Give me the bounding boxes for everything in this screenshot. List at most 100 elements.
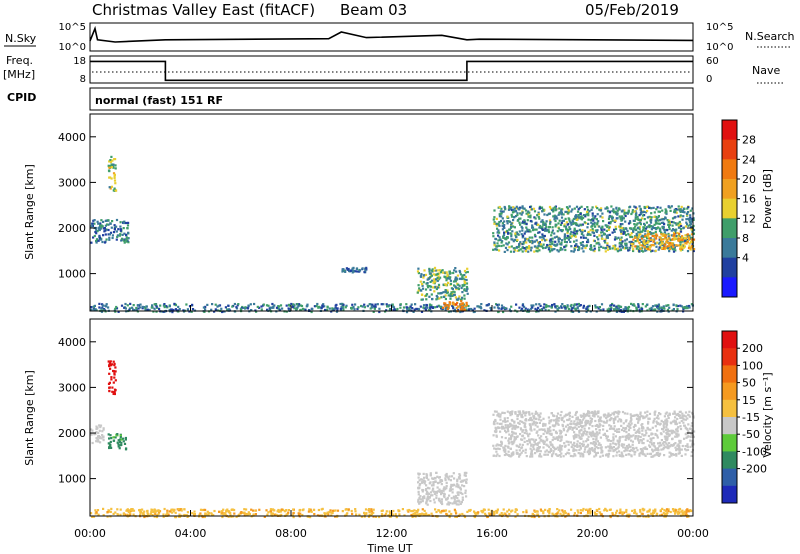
cell-1-14 (114, 379, 117, 382)
cell-6-728 (576, 223, 579, 226)
cell-0-691 (436, 515, 439, 518)
cell-6-903 (594, 225, 597, 228)
cell-6-1260 (572, 250, 575, 253)
cell-6-1228 (570, 210, 573, 213)
cell-6-1035 (658, 229, 662, 233)
cell-3-23 (351, 267, 354, 270)
cell-5-771 (667, 414, 670, 417)
cell-5-1010 (640, 451, 643, 454)
cell-5-194 (543, 428, 546, 431)
cell-4-23 (438, 488, 441, 491)
cell-0-544 (644, 305, 647, 308)
cell-4-103 (446, 275, 449, 278)
cell-0-634 (540, 308, 543, 312)
cell-0-394 (207, 513, 210, 516)
cell-0-283 (641, 512, 644, 515)
cell-0-110 (331, 308, 334, 311)
cell-0-64 (214, 303, 217, 306)
cell-0-523 (96, 509, 100, 512)
cell-0-366 (351, 303, 354, 306)
cell-4-189 (425, 473, 428, 476)
cell-5-79 (545, 432, 548, 435)
cell-2-28 (96, 436, 99, 439)
cell-2-116 (110, 226, 113, 229)
cell-5-371 (586, 414, 589, 417)
cell-6-1321 (541, 219, 544, 222)
cell-6-50 (540, 220, 543, 223)
cell-6-1265 (647, 225, 650, 228)
cell-6-1198 (529, 214, 532, 217)
cell-6-1097 (616, 209, 619, 212)
cell-0-376 (686, 307, 689, 310)
cell-5-1169 (590, 448, 593, 451)
cell-6-927 (637, 218, 640, 221)
cell-7-16 (663, 243, 666, 246)
cell-4-11 (422, 276, 425, 279)
cell-5-335 (607, 452, 611, 455)
cell-5-348 (590, 417, 594, 421)
cell-6-974 (574, 245, 577, 249)
cell-6-736 (620, 236, 623, 239)
cell-6-296 (627, 232, 630, 236)
cell-5-642 (537, 434, 540, 437)
cell-0-614 (538, 515, 541, 518)
cell-6-459 (668, 222, 671, 225)
cell-5-668 (524, 428, 527, 431)
cell-0-361 (639, 510, 642, 513)
cell-5-410 (680, 448, 683, 451)
cell-5-708 (532, 415, 535, 418)
cell-4-12 (437, 292, 440, 295)
cell-0-614 (114, 307, 117, 310)
cell-0-236 (351, 306, 354, 309)
cell-6-1103 (684, 234, 687, 237)
cell-6-967 (684, 225, 687, 228)
cell-6-1053 (575, 214, 578, 217)
cell-6-1029 (657, 219, 660, 222)
cell-5-281 (575, 449, 578, 452)
cell-5-431 (617, 446, 620, 449)
cell-6-1072 (558, 211, 561, 214)
cell-5-829 (514, 426, 517, 429)
cell-0-209 (124, 302, 127, 306)
cell-7-43 (639, 247, 642, 250)
cell-6-1277 (570, 250, 573, 253)
cell-0-225 (360, 304, 363, 308)
cell-5-627 (534, 410, 538, 413)
cell-4-96 (440, 489, 443, 492)
cell-0-484 (615, 511, 618, 514)
cell-4-5 (441, 269, 444, 272)
cell-5-608 (536, 442, 540, 445)
cell-0-232 (299, 512, 302, 515)
cell-0-361 (172, 308, 175, 312)
cell-5-895 (639, 448, 642, 451)
cell-4-165 (443, 496, 446, 499)
cell-1-14 (115, 189, 118, 192)
cell-5-805 (514, 427, 517, 430)
cell-6-1304 (551, 242, 554, 246)
cell-6-1318 (569, 232, 572, 236)
cell-5-395 (688, 410, 691, 413)
cell-6-1085 (681, 218, 684, 221)
cell-6-634 (532, 229, 535, 232)
cell-0-8 (322, 303, 325, 306)
cell-5-156 (526, 440, 529, 443)
cell-5-720 (500, 422, 503, 425)
cell-4-155 (461, 275, 464, 278)
cell-6-106 (578, 206, 581, 209)
cell-0-446 (210, 513, 214, 516)
cell-0-28 (548, 305, 551, 308)
cell-6-1287 (620, 215, 623, 218)
cell-6-1039 (565, 221, 568, 224)
cell-5-193 (676, 447, 679, 451)
cell-2-6 (105, 238, 108, 241)
cell-5-1180 (652, 436, 655, 440)
cell-5-125 (644, 429, 647, 432)
cell-6-1258 (608, 233, 611, 236)
cell-5-190 (557, 419, 560, 422)
cell-6-83 (510, 206, 513, 209)
cell-0-369 (237, 303, 240, 306)
cell-0-433 (340, 306, 343, 309)
cell-0-666 (269, 508, 272, 511)
cell-6-1296 (604, 207, 607, 210)
cell-6-1042 (557, 240, 560, 243)
